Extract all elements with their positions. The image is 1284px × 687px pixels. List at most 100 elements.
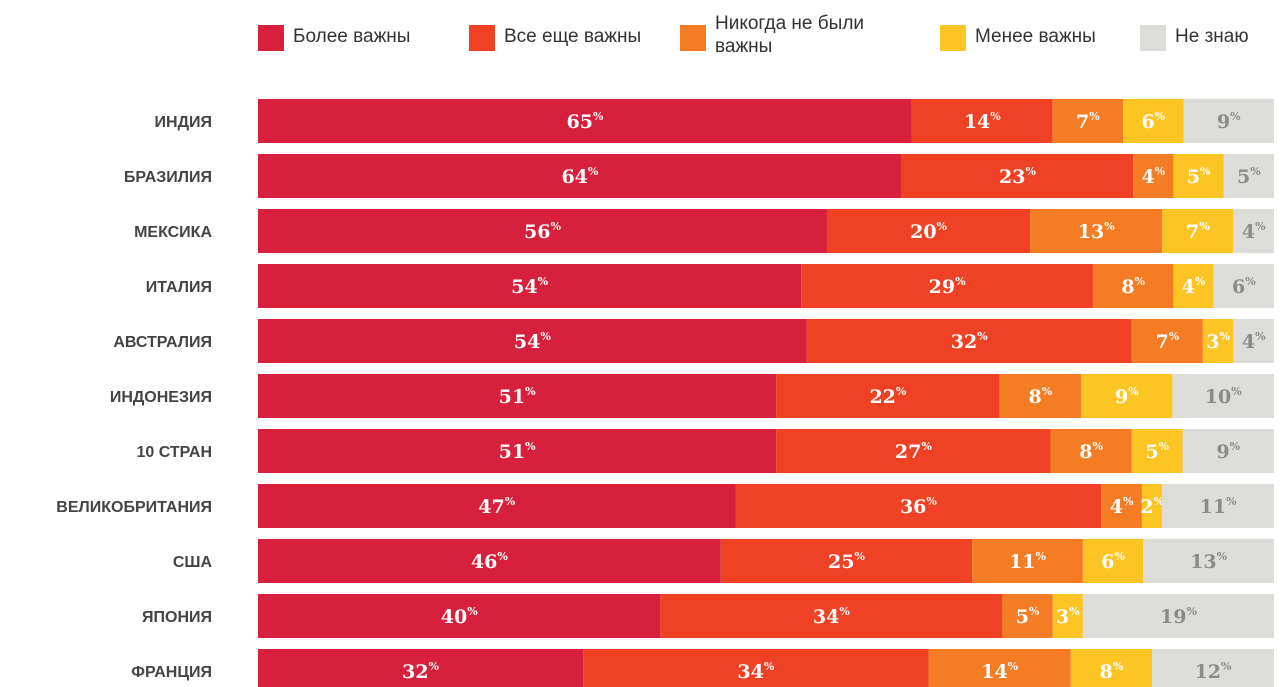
bar-segment xyxy=(1131,429,1183,473)
data-label: 6% xyxy=(1101,550,1125,573)
data-label: 5% xyxy=(1145,440,1169,463)
row-label: БРАЗИЛИЯ xyxy=(124,169,212,186)
bar-segment xyxy=(1182,429,1274,473)
data-label: 8% xyxy=(1100,660,1124,683)
data-label: 46% xyxy=(471,550,508,573)
legend-item-never-important: Никогда не были важны xyxy=(680,13,905,58)
bar-segment xyxy=(1233,319,1274,363)
bar-segment xyxy=(1202,319,1234,363)
data-label: 5% xyxy=(1237,165,1261,188)
data-label: 4% xyxy=(1242,330,1266,353)
data-label: 8% xyxy=(1028,385,1052,408)
bar-segment xyxy=(826,209,1031,253)
row-label: США xyxy=(173,554,213,571)
data-label: 3% xyxy=(1056,605,1080,628)
data-label: 13% xyxy=(1190,550,1227,573)
legend-swatch-more-important xyxy=(258,25,284,51)
data-label: 25% xyxy=(828,550,865,573)
bar-segment xyxy=(1162,209,1234,253)
bar-segment xyxy=(1183,99,1274,143)
bar-segment xyxy=(901,154,1134,198)
bar-segment xyxy=(1052,99,1124,143)
bar-segment xyxy=(258,264,802,308)
data-label: 9% xyxy=(1115,385,1139,408)
bar-segment xyxy=(258,154,902,198)
data-label: 6% xyxy=(1232,275,1256,298)
bar-segment xyxy=(1213,264,1274,308)
bar-segment xyxy=(258,429,777,473)
legend: Более важны Все еще важны Никогда не был… xyxy=(0,0,1284,80)
data-label: 12% xyxy=(1195,660,1232,683)
data-label: 7% xyxy=(1076,110,1100,133)
row-label: ВЕЛИКОБРИТАНИЯ xyxy=(56,499,212,516)
bar-segment xyxy=(1082,539,1144,583)
data-label: 3% xyxy=(1206,330,1230,353)
bar-segment xyxy=(806,319,1132,363)
bar-segment xyxy=(1082,594,1274,638)
legend-item-dont-know: Не знаю xyxy=(1140,25,1249,51)
bar-segment xyxy=(735,484,1102,528)
bar-segment xyxy=(720,539,973,583)
bar-segment xyxy=(258,99,912,143)
data-label: 8% xyxy=(1121,275,1145,298)
data-label: 29% xyxy=(929,275,966,298)
legend-swatch-never-important xyxy=(680,25,706,51)
legend-label-dont-know: Не знаю xyxy=(1175,26,1249,47)
data-label: 64% xyxy=(561,165,598,188)
bar-segment xyxy=(801,264,1093,308)
row-label: ФРАНЦИЯ xyxy=(131,664,212,681)
data-label: 47% xyxy=(478,495,515,518)
bar-segment xyxy=(911,99,1053,143)
bar-segment xyxy=(1152,649,1274,687)
legend-item-more-important: Более важны xyxy=(258,25,410,51)
bar-segment xyxy=(1052,594,1083,638)
data-label: 22% xyxy=(869,385,906,408)
data-label: 8% xyxy=(1079,440,1103,463)
data-label: 32% xyxy=(951,330,988,353)
bar-segment xyxy=(1123,99,1184,143)
legend-swatch-less-important xyxy=(940,25,966,51)
bar-segment xyxy=(1101,484,1142,528)
data-label: 2% xyxy=(1140,495,1164,518)
data-label: 65% xyxy=(566,110,603,133)
bar-segment xyxy=(928,649,1071,687)
bar-segment xyxy=(1233,209,1274,253)
bar-segment xyxy=(1223,154,1274,198)
data-label: 34% xyxy=(813,605,850,628)
legend-label-more-important: Более важны xyxy=(293,26,411,47)
bar-segment xyxy=(972,539,1083,583)
row-label: ИТАЛИЯ xyxy=(146,279,212,296)
data-label: 10% xyxy=(1205,385,1242,408)
data-label: 40% xyxy=(441,605,478,628)
bar-segment xyxy=(1030,209,1163,253)
data-label: 51% xyxy=(499,440,536,463)
data-label: 4% xyxy=(1242,220,1266,243)
legend-item-still-important: Все еще важны xyxy=(469,25,641,51)
data-label: 4% xyxy=(1110,495,1134,518)
bar-segment xyxy=(258,649,584,687)
data-label: 54% xyxy=(511,275,548,298)
bar-segment xyxy=(1143,539,1274,583)
bar-segment xyxy=(258,539,721,583)
bar-segment xyxy=(1070,649,1153,687)
row-label: 10 СТРАН xyxy=(136,444,212,461)
bar-segment xyxy=(258,484,736,528)
legend-label-less-important: Менее важны xyxy=(975,26,1096,47)
bar-segment xyxy=(1162,484,1274,528)
data-label: 34% xyxy=(737,660,774,683)
legend-label-still-important: Все еще важны xyxy=(504,26,642,47)
bar-segment xyxy=(1172,374,1274,418)
data-label: 11% xyxy=(1200,495,1237,518)
legend-swatch-still-important xyxy=(469,25,495,51)
data-label: 13% xyxy=(1078,220,1115,243)
data-label: 20% xyxy=(910,220,947,243)
data-label: 9% xyxy=(1216,440,1240,463)
bar-segment xyxy=(660,594,1003,638)
bar-segment xyxy=(258,209,827,253)
bar-segment xyxy=(1133,154,1174,198)
data-label: 23% xyxy=(999,165,1036,188)
row-label: МЕКСИКА xyxy=(134,224,212,241)
data-label: 19% xyxy=(1160,605,1197,628)
